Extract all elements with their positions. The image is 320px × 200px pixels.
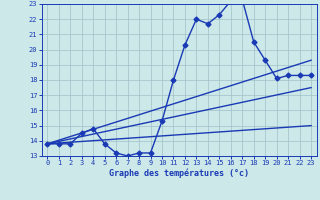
X-axis label: Graphe des températures (°c): Graphe des températures (°c) [109, 169, 249, 178]
